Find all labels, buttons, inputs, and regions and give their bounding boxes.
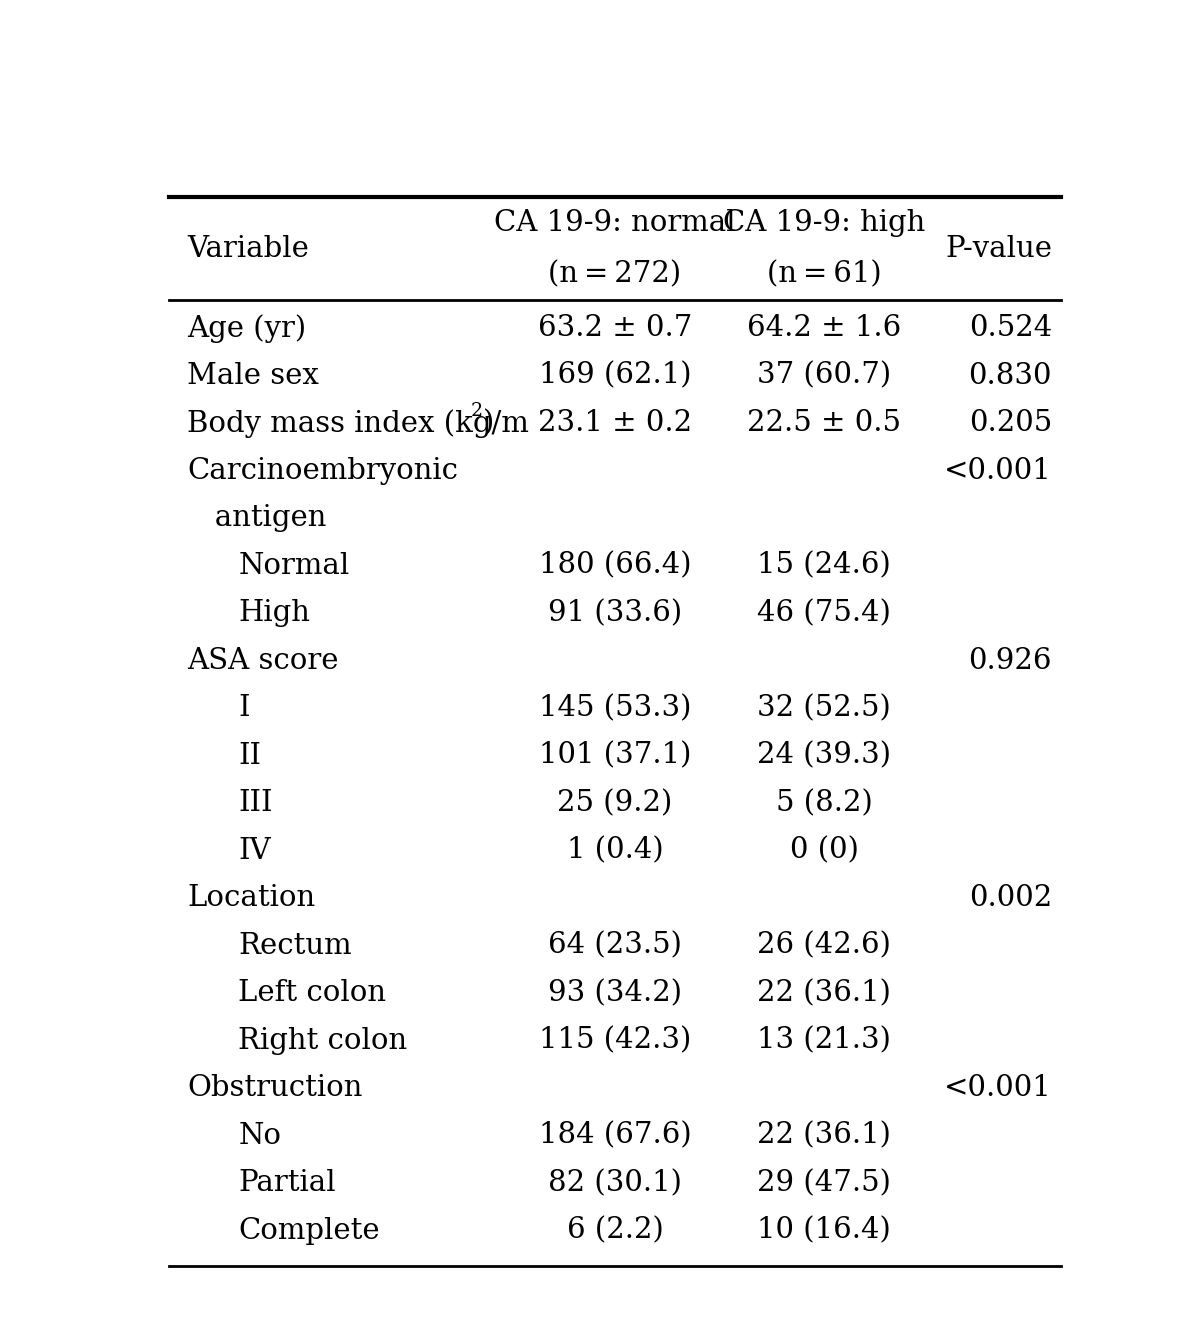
Text: Age (yr): Age (yr) <box>187 314 306 342</box>
Text: Body mass index (kg/m: Body mass index (kg/m <box>187 409 529 437</box>
Text: 10 (16.4): 10 (16.4) <box>757 1216 892 1244</box>
Text: Rectum: Rectum <box>239 932 352 960</box>
Text: (n = 272): (n = 272) <box>548 260 682 288</box>
Text: III: III <box>239 790 272 817</box>
Text: 0.205: 0.205 <box>968 409 1052 437</box>
Text: 37 (60.7): 37 (60.7) <box>757 362 892 390</box>
Text: 0.524: 0.524 <box>968 314 1052 342</box>
Text: II: II <box>239 742 262 770</box>
Text: 22.5 ± 0.5: 22.5 ± 0.5 <box>748 409 901 437</box>
Text: 0.926: 0.926 <box>968 646 1052 675</box>
Text: 184 (67.6): 184 (67.6) <box>539 1121 691 1149</box>
Text: 23.1 ± 0.2: 23.1 ± 0.2 <box>538 409 692 437</box>
Text: Location: Location <box>187 884 316 912</box>
Text: 13 (21.3): 13 (21.3) <box>757 1027 892 1054</box>
Text: 2: 2 <box>470 402 482 420</box>
Text: 64 (23.5): 64 (23.5) <box>548 932 682 960</box>
Text: 26 (42.6): 26 (42.6) <box>757 932 892 960</box>
Text: 15 (24.6): 15 (24.6) <box>757 551 892 579</box>
Text: Complete: Complete <box>239 1216 380 1244</box>
Text: 46 (75.4): 46 (75.4) <box>757 599 892 628</box>
Text: 32 (52.5): 32 (52.5) <box>757 695 892 723</box>
Text: <0.001: <0.001 <box>944 457 1052 484</box>
Text: 0.002: 0.002 <box>968 884 1052 912</box>
Text: 22 (36.1): 22 (36.1) <box>757 979 892 1007</box>
Text: Right colon: Right colon <box>239 1027 408 1054</box>
Text: ): ) <box>482 409 494 437</box>
Text: Left colon: Left colon <box>239 979 386 1007</box>
Text: Obstruction: Obstruction <box>187 1074 362 1102</box>
Text: 64.2 ± 1.6: 64.2 ± 1.6 <box>748 314 901 342</box>
Text: 82 (30.1): 82 (30.1) <box>548 1169 682 1198</box>
Text: Normal: Normal <box>239 551 349 579</box>
Text: P-value: P-value <box>946 235 1052 263</box>
Text: 91 (33.6): 91 (33.6) <box>548 599 682 628</box>
Text: 22 (36.1): 22 (36.1) <box>757 1121 892 1149</box>
Text: 169 (62.1): 169 (62.1) <box>539 362 691 390</box>
Text: CA 19-9: normal: CA 19-9: normal <box>494 209 736 237</box>
Text: 115 (42.3): 115 (42.3) <box>539 1027 691 1054</box>
Text: 93 (34.2): 93 (34.2) <box>548 979 682 1007</box>
Text: I: I <box>239 695 250 723</box>
Text: 0 (0): 0 (0) <box>790 837 859 865</box>
Text: 24 (39.3): 24 (39.3) <box>757 742 892 770</box>
Text: No: No <box>239 1121 281 1149</box>
Text: 6 (2.2): 6 (2.2) <box>566 1216 664 1244</box>
Text: 145 (53.3): 145 (53.3) <box>539 695 691 723</box>
Text: <0.001: <0.001 <box>944 1074 1052 1102</box>
Text: 29 (47.5): 29 (47.5) <box>757 1169 892 1198</box>
Text: 101 (37.1): 101 (37.1) <box>539 742 691 770</box>
Text: 25 (9.2): 25 (9.2) <box>557 790 673 817</box>
Text: High: High <box>239 599 311 628</box>
Text: 1 (0.4): 1 (0.4) <box>566 837 664 865</box>
Text: Male sex: Male sex <box>187 362 319 390</box>
Text: ASA score: ASA score <box>187 646 338 675</box>
Text: Partial: Partial <box>239 1169 336 1198</box>
Text: 63.2 ± 0.7: 63.2 ± 0.7 <box>538 314 692 342</box>
Text: CA 19-9: high: CA 19-9: high <box>724 209 925 237</box>
Text: antigen: antigen <box>187 504 326 532</box>
Text: 0.830: 0.830 <box>968 362 1052 390</box>
Text: Carcinoembryonic: Carcinoembryonic <box>187 457 458 484</box>
Text: IV: IV <box>239 837 271 865</box>
Text: Variable: Variable <box>187 235 310 263</box>
Text: 180 (66.4): 180 (66.4) <box>539 551 691 579</box>
Text: (n = 61): (n = 61) <box>767 260 882 288</box>
Text: 5 (8.2): 5 (8.2) <box>776 790 872 817</box>
